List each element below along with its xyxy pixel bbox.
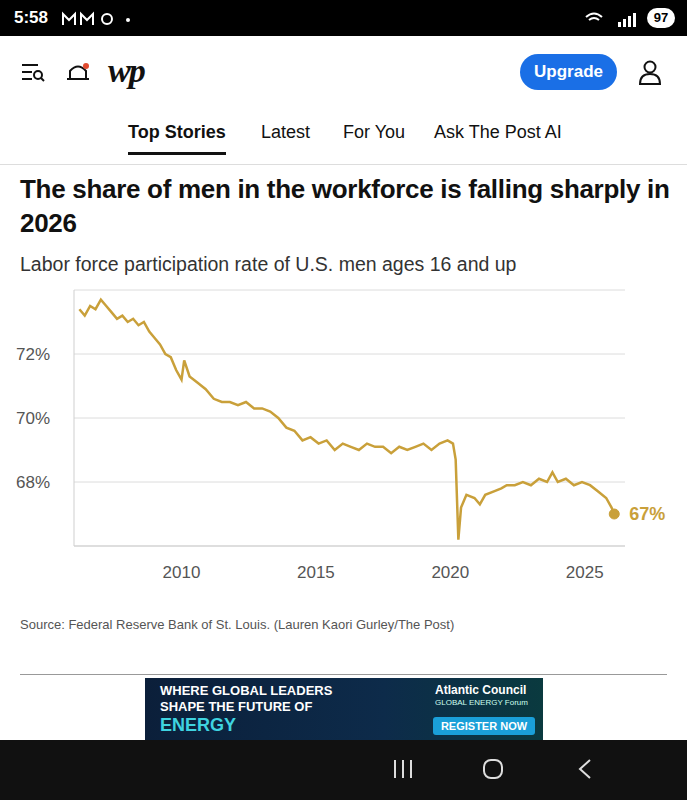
html-text:5:58: 5:58 [14, 8, 48, 27]
html-text:For You: For You [343, 122, 406, 142]
html-text:97: 97 [653, 10, 669, 25]
html-text:SHAPE THE FUTURE OF: SHAPE THE FUTURE OF [160, 699, 313, 714]
svg-text:2010: 2010 [163, 563, 201, 582]
svg-text:67%: 67% [629, 504, 665, 524]
svg-text:2015: 2015 [297, 563, 335, 582]
svg-text:70%: 70% [16, 409, 50, 428]
html-text:Labor force participation rate: Labor force participation rate of U.S. m… [20, 253, 517, 275]
svg-text:2025: 2025 [566, 563, 604, 582]
html-text:Latest: Latest [261, 122, 310, 142]
svg-text:68%: 68% [16, 473, 50, 492]
html-text:Atlantic Council: Atlantic Council [435, 683, 527, 697]
html-text:WHERE GLOBAL LEADERS: WHERE GLOBAL LEADERS [160, 683, 333, 698]
svg-text:2020: 2020 [431, 563, 469, 582]
html-text:The share of men in the workfo: The share of men in the workforce is fal… [20, 174, 670, 238]
html-text:REGISTER NOW: REGISTER NOW [440, 720, 528, 732]
svg-text:72%: 72% [16, 345, 50, 364]
html-text:wp: wp [108, 52, 144, 89]
html-text:Ask The Post AI: Ask The Post AI [434, 122, 562, 142]
html-text:Top Stories: Top Stories [128, 122, 226, 142]
html-text:Upgrade: Upgrade [534, 62, 603, 81]
html-text:ENERGY: ENERGY [160, 715, 236, 735]
html-text:Source: Federal Reserve Bank o: Source: Federal Reserve Bank of St. Loui… [20, 617, 455, 632]
html-text:GLOBAL ENERGY Forum: GLOBAL ENERGY Forum [435, 698, 528, 707]
